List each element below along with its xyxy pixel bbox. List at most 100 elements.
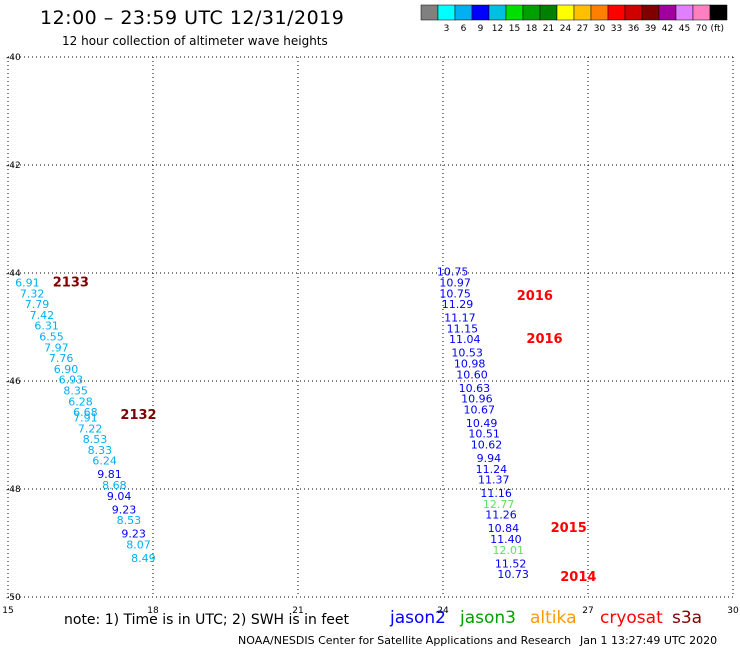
wave-height-label: 10.63 xyxy=(459,382,491,395)
colorbar-swatch xyxy=(675,4,694,21)
colorbar-label: 27 xyxy=(577,24,588,34)
pass-time-label: 2132 xyxy=(120,408,156,423)
wave-height-label: 10.75 xyxy=(437,266,469,279)
wave-height-label: 11.04 xyxy=(449,333,481,346)
wave-height-label: 11.16 xyxy=(480,487,512,500)
colorbar-swatch xyxy=(539,4,558,21)
wave-height-label: 11.26 xyxy=(485,509,517,522)
wave-height-label: 11.29 xyxy=(442,298,474,311)
wave-height-label: 6.24 xyxy=(92,455,117,468)
wave-height-label: 11.15 xyxy=(447,322,479,335)
wave-height-label: 7.97 xyxy=(44,341,69,354)
wave-height-label: 6.91 xyxy=(15,277,40,290)
colorbar-label: 33 xyxy=(611,24,622,34)
wave-height-label: 8.53 xyxy=(83,433,108,446)
colorbar-swatch xyxy=(658,4,677,21)
colorbar-swatch xyxy=(488,4,507,21)
wave-height-label: 10.62 xyxy=(471,439,503,452)
satellite-legend-jason3: jason3 xyxy=(460,608,516,628)
colorbar: 3 6 9 12 15 18 21 24 27 30 33 36 39 42 45 70 (ft) xyxy=(420,4,728,34)
wave-height-label: 6.68 xyxy=(73,406,98,419)
x-tick-label: 18 xyxy=(147,606,159,616)
y-tick-label: -50 xyxy=(6,593,21,603)
wave-height-label: 8.68 xyxy=(102,479,127,492)
wave-height-label: 11.40 xyxy=(490,533,522,546)
wave-height-label: 10.84 xyxy=(488,522,520,535)
wave-height-label: 9.04 xyxy=(107,490,132,503)
colorbar-label: 24 xyxy=(560,24,572,34)
satellite-legend-cryosat: cryosat xyxy=(600,608,663,628)
wave-height-label: 9.81 xyxy=(97,468,122,481)
pass-time-label: 2016 xyxy=(517,289,553,304)
wave-height-label: 12.77 xyxy=(483,498,515,511)
wave-height-label: 7.42 xyxy=(30,309,55,322)
y-tick-label: -44 xyxy=(6,269,21,279)
wave-height-label: 10.97 xyxy=(439,277,471,290)
credit-line: NOAA/NESDIS Center for Satellite Applica… xyxy=(238,634,572,647)
wave-height-label: 6.55 xyxy=(39,331,64,344)
y-tick-label: -42 xyxy=(6,161,21,171)
data-points: 6.917.327.797.426.316.557.977.766.906.93… xyxy=(15,266,529,581)
colorbar-swatch xyxy=(471,4,490,21)
wave-height-label: 7.32 xyxy=(20,287,45,300)
wave-height-label: 7.91 xyxy=(73,412,98,425)
x-tick-label: 15 xyxy=(2,606,13,616)
wave-height-label: 10.49 xyxy=(466,417,498,430)
wave-height-label: 10.98 xyxy=(454,358,486,371)
wave-height-label: 6.93 xyxy=(59,374,84,387)
wave-height-label: 7.22 xyxy=(78,422,103,435)
wave-height-label: 7.76 xyxy=(49,352,74,365)
x-tick-label: 30 xyxy=(727,606,739,616)
wave-height-label: 10.51 xyxy=(468,428,500,441)
colorbar-swatch xyxy=(420,4,439,21)
colorbar-swatch xyxy=(522,4,541,21)
wave-height-label: 8.53 xyxy=(117,514,142,527)
colorbar-label: 12 xyxy=(492,24,503,34)
satellite-legend-jason2: jason2 xyxy=(390,608,446,628)
pass-time-label: 2133 xyxy=(53,276,89,291)
colorbar-label: 36 xyxy=(628,24,640,34)
wave-height-label: 8.07 xyxy=(126,538,151,551)
wave-height-label: 6.90 xyxy=(54,363,79,376)
x-tick-label: 27 xyxy=(582,606,593,616)
wave-height-label: 11.24 xyxy=(476,463,508,476)
generated-timestamp: Jan 1 13:27:49 UTC 2020 xyxy=(580,634,718,647)
y-tick-label: -48 xyxy=(6,485,21,495)
wave-height-label: 10.96 xyxy=(461,393,493,406)
wave-height-label: 11.17 xyxy=(444,312,476,325)
colorbar-label: 3 xyxy=(444,24,450,34)
colorbar-swatch xyxy=(607,4,626,21)
colorbar-label: 21 xyxy=(543,24,554,34)
chart-subtitle: 12 hour collection of altimeter wave hei… xyxy=(62,34,328,48)
wave-height-label: 11.52 xyxy=(495,557,527,570)
wave-height-label: 12.01 xyxy=(493,544,525,557)
satellite-legend-s3a: s3a xyxy=(672,608,703,628)
colorbar-label: 30 xyxy=(594,24,606,34)
colorbar-swatch xyxy=(641,4,660,21)
x-tick-label: 24 xyxy=(437,606,449,616)
colorbar-swatch xyxy=(692,4,711,21)
colorbar-label: 18 xyxy=(526,24,538,34)
pass-time-label: 2015 xyxy=(551,521,587,536)
wave-height-label: 10.53 xyxy=(451,347,483,360)
y-tick-label: -46 xyxy=(6,377,21,387)
colorbar-label: 39 xyxy=(645,24,657,34)
colorbar-label: 6 xyxy=(461,24,467,34)
pass-annotations: 2133 2132 2016 2016 2015 2014 xyxy=(53,276,597,585)
colorbar-label: 15 xyxy=(509,24,520,34)
pass-time-label: 2016 xyxy=(526,332,562,347)
wave-height-label: 10.67 xyxy=(464,403,496,416)
colorbar-swatch xyxy=(590,4,609,21)
wave-height-label: 9.94 xyxy=(477,452,502,465)
satellite-legend-altika: altika xyxy=(530,608,577,628)
colorbar-label: 45 xyxy=(679,24,690,34)
wave-height-label: 9.23 xyxy=(112,503,137,516)
wave-height-label: 9.23 xyxy=(121,528,146,541)
wave-height-label: 6.28 xyxy=(68,395,93,408)
chart-title: 12:00 – 23:59 UTC 12/31/2019 xyxy=(40,7,345,29)
colorbar-swatch xyxy=(454,4,473,21)
grid-lines xyxy=(7,56,734,598)
colorbar-swatch xyxy=(556,4,575,21)
colorbar-swatch xyxy=(709,4,728,21)
